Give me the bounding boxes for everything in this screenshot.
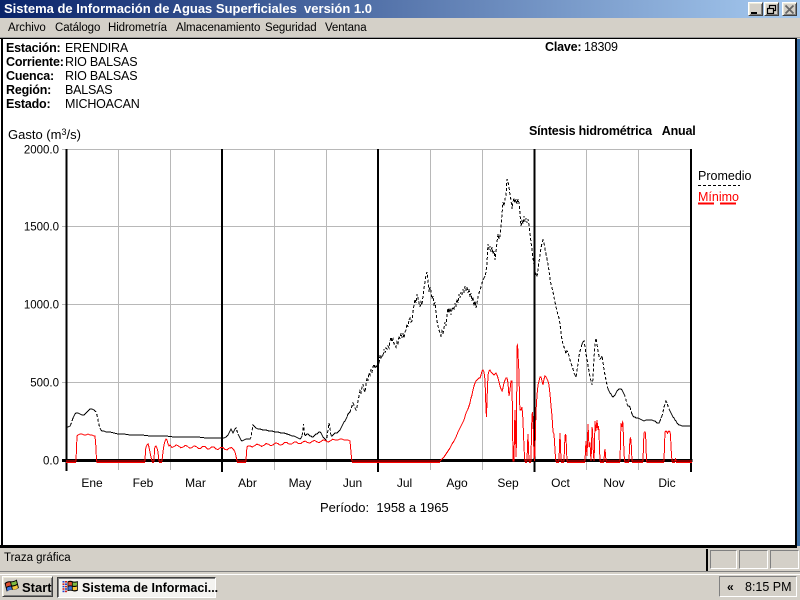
- svg-text:1000.0: 1000.0: [24, 300, 59, 312]
- svg-text:Ago: Ago: [446, 476, 468, 490]
- svg-text:May: May: [289, 476, 312, 490]
- svg-text:Abr: Abr: [238, 476, 257, 490]
- svg-text:Mar: Mar: [185, 476, 206, 490]
- svg-text:500.0: 500.0: [30, 378, 59, 390]
- svg-text:2000.0: 2000.0: [24, 145, 59, 157]
- svg-text:Período: 1958 a 1965: Período: 1958 a 1965: [320, 500, 449, 515]
- svg-text:Jul: Jul: [397, 476, 412, 490]
- svg-text:Feb: Feb: [133, 476, 154, 490]
- svg-text:Jun: Jun: [343, 476, 362, 490]
- svg-text:0.0: 0.0: [43, 456, 59, 468]
- svg-text:1500.0: 1500.0: [24, 222, 59, 234]
- svg-text:Nov: Nov: [603, 476, 624, 490]
- svg-text:Sep: Sep: [497, 476, 519, 490]
- svg-text:Ene: Ene: [81, 476, 103, 490]
- svg-text:Dic: Dic: [658, 476, 675, 490]
- svg-text:Oct: Oct: [551, 476, 570, 490]
